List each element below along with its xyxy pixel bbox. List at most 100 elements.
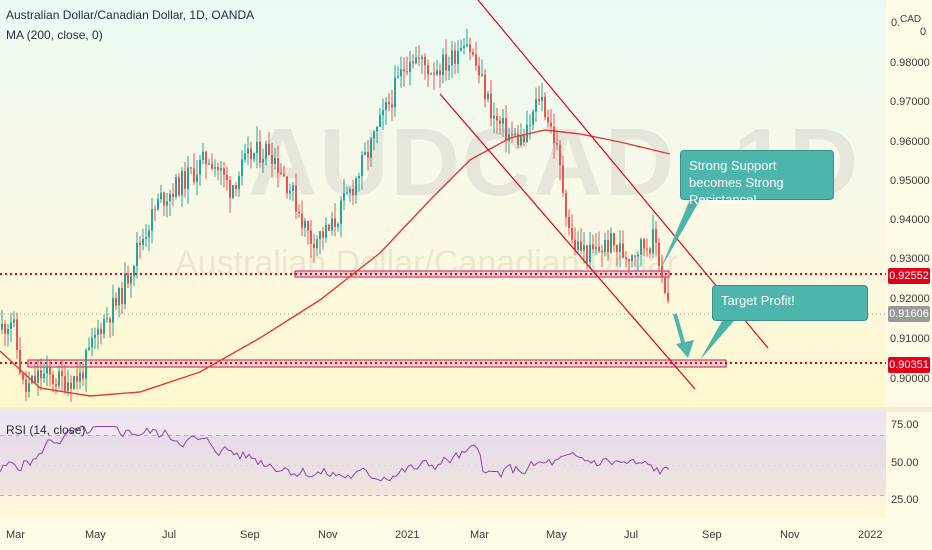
candle-body [370,138,372,158]
candle-body [589,244,591,263]
rsi-line[interactable] [0,426,670,482]
candle-body [562,165,564,193]
rsi-axis[interactable]: 75.00 50.00 25.00 [886,412,932,518]
candle-body [508,134,510,141]
candle-body [649,248,651,254]
candle-body [466,44,468,46]
rsi-chart[interactable] [0,412,886,518]
candle-body [613,233,615,246]
rsi-legend: RSI (14, close) [6,423,86,437]
candle-body [43,373,45,379]
time-axis-label: Jul [624,529,638,541]
price-axis-label: 0.92000 [890,293,930,305]
candle-body [439,70,441,76]
candle-body [103,319,105,335]
candle-body [265,143,267,159]
channel-lower-line[interactable] [439,93,696,390]
candle-body [88,347,90,350]
candle-body [337,224,339,227]
candle-body [595,246,597,250]
candle-body [85,349,87,379]
candle-body [277,158,279,173]
support-callout-pointer [660,200,700,270]
candle-body [37,370,39,383]
candle-body [403,69,405,72]
candle-body [175,177,177,197]
candle-body [163,192,165,206]
price-axis-label: 0.94000 [890,214,930,226]
price-axis[interactable]: 0. CAD 0 0.98000 0.97000 0.96000 0.95000 0.9… [886,0,932,407]
candle-body [529,124,531,126]
candle-body [250,148,252,160]
time-axis-label: Nov [318,529,338,541]
candle-body [394,77,396,108]
support-callout[interactable]: Strong Support becomes Strong Resistance… [680,150,834,207]
candle-body [19,349,21,374]
candle-body [115,297,117,306]
candles[interactable] [1,28,669,403]
candle-body [199,159,201,175]
candle-body [289,190,291,194]
target-arrow-head [676,340,694,358]
candle-body [550,122,552,127]
candle-body [100,328,102,335]
candle-body [487,93,489,100]
price-axis-label: 0.95000 [890,175,930,187]
candle-body [241,159,243,176]
candle-body [124,273,126,304]
candle-body [502,118,504,124]
candle-body [304,220,306,228]
time-axis[interactable]: Mar May Jul Sep Nov 2021 Mar May Jul Sep Nov 2022 [0,518,932,550]
candle-body [145,237,147,239]
candle-body [148,230,150,238]
candle-body [178,177,180,196]
candle-body [592,244,594,250]
candle-body [52,374,54,384]
rsi-axis-label: 50.00 [891,457,919,469]
candle-body [541,96,543,102]
candle-body [325,224,327,238]
candle-body [430,73,432,75]
candle-body [256,141,258,154]
candle-body [91,337,93,348]
time-axis-label: Nov [780,529,800,541]
candle-body [358,176,360,179]
candle-body [295,185,297,212]
rsi-pane[interactable] [0,412,886,518]
candle-body [583,245,585,251]
time-axis-label: Mar [6,529,25,541]
candle-body [544,96,546,118]
candle-body [637,254,639,257]
candle-body [373,131,375,139]
pane-separator[interactable] [0,407,932,412]
candle-body [22,373,24,380]
candle-body [646,248,648,250]
ma-200-line[interactable] [0,129,671,397]
candle-body [463,45,465,48]
candle-body [409,61,411,73]
candle-body [418,57,420,59]
candle-body [58,371,60,387]
candle-body [220,168,222,171]
candle-body [205,151,207,165]
currency-label: CAD [900,14,921,25]
target-arrow-shaft [673,313,686,347]
candle-body [274,158,276,164]
candle-body [517,133,519,146]
price-axis-label: 0.98000 [890,57,930,69]
ma-legend: MA (200, close, 0) [6,28,103,42]
candle-body [106,318,108,320]
candle-body [109,318,111,323]
axis-label: 0 [920,26,926,38]
candle-body [577,241,579,250]
candle-body [421,56,423,59]
price-chart[interactable] [0,0,886,407]
candle-body [286,176,288,194]
candle-body [76,376,78,382]
candle-body [445,54,447,71]
candle-body [133,266,135,277]
time-axis-label: 2021 [395,529,419,541]
candle-body [448,65,450,71]
candle-body [415,57,417,64]
target-callout[interactable]: Target Profit! [712,285,868,321]
